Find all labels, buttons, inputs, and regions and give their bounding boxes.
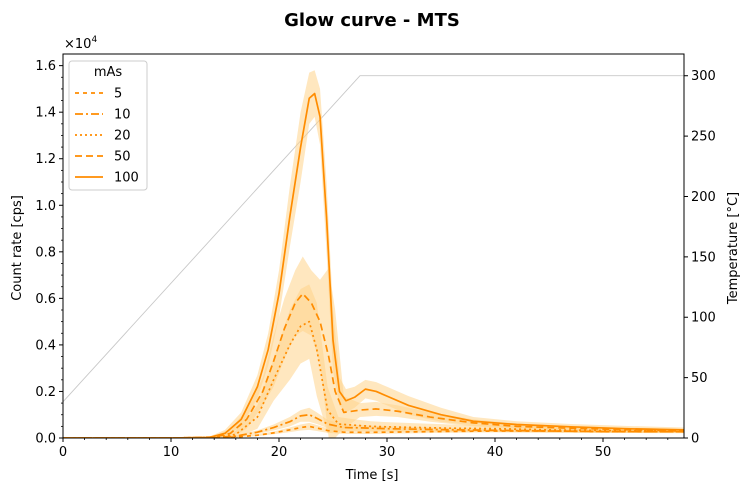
legend-title: mAs — [94, 65, 123, 80]
y-tick-label: 0.8 — [35, 245, 56, 260]
series-line-20-mas — [63, 320, 684, 438]
y-tick-label: 0.2 — [35, 385, 56, 400]
y2-tick-label: 150 — [691, 250, 716, 265]
y-tick-label: 1.6 — [35, 59, 56, 74]
temperature-line — [63, 75, 684, 403]
y2-axis-label: Temperature [°C] — [726, 192, 741, 305]
y2-tick-label: 300 — [691, 69, 716, 84]
y2-tick-label: 200 — [691, 190, 716, 205]
x-tick-label: 0 — [59, 445, 67, 460]
y-multiplier-base: ×10 — [64, 37, 91, 52]
band-100-mas — [63, 70, 684, 438]
series-line-10-mas — [63, 413, 684, 438]
x-tick-label: 20 — [271, 445, 288, 460]
y2-tick-label: 0 — [691, 432, 699, 447]
y-tick-label: 0.4 — [35, 338, 56, 353]
plot-layer: 0 10 20 30 40 50 0.0 0.2 0.4 0.6 0.8 1.0 1.2 1.4 1.6 0 5… — [35, 53, 716, 460]
legend-label-50-mas: 50 — [114, 150, 131, 165]
series-line-50-mas — [63, 292, 684, 438]
band-50-mas — [63, 256, 684, 438]
x-axis-label: Time [s] — [345, 468, 399, 483]
plot-frame — [62, 53, 685, 439]
plot-content — [63, 70, 684, 438]
y-tick-label: 1.2 — [35, 152, 56, 167]
x-tick-label: 40 — [487, 445, 504, 460]
chart-title: Glow curve - MTS — [284, 10, 460, 31]
y-multiplier-exponent: 4 — [91, 35, 97, 45]
y-tick-label: 1.0 — [35, 199, 56, 214]
legend-label-100-mas: 100 — [114, 171, 139, 186]
y-multiplier: ×104 — [64, 35, 97, 52]
y2-tick-label: 250 — [691, 130, 716, 145]
legend-label-10-mas: 10 — [114, 108, 131, 123]
legend-box — [68, 60, 148, 191]
x-tick-label: 30 — [379, 445, 396, 460]
x-tick-label: 50 — [595, 445, 612, 460]
x-tick-label: 10 — [163, 445, 180, 460]
y2-tick-label: 100 — [691, 311, 716, 326]
y2-tick-label: 50 — [691, 371, 708, 386]
series-line-100-mas — [63, 92, 684, 438]
y-tick-label: 0.6 — [35, 292, 56, 307]
y-axis-label: Count rate [cps] — [10, 195, 25, 301]
y-tick-label: 0.0 — [35, 432, 56, 447]
legend-label-20-mas: 20 — [114, 129, 131, 144]
y-tick-label: 1.4 — [35, 106, 56, 121]
legend-label-5-mas: 5 — [114, 87, 122, 102]
